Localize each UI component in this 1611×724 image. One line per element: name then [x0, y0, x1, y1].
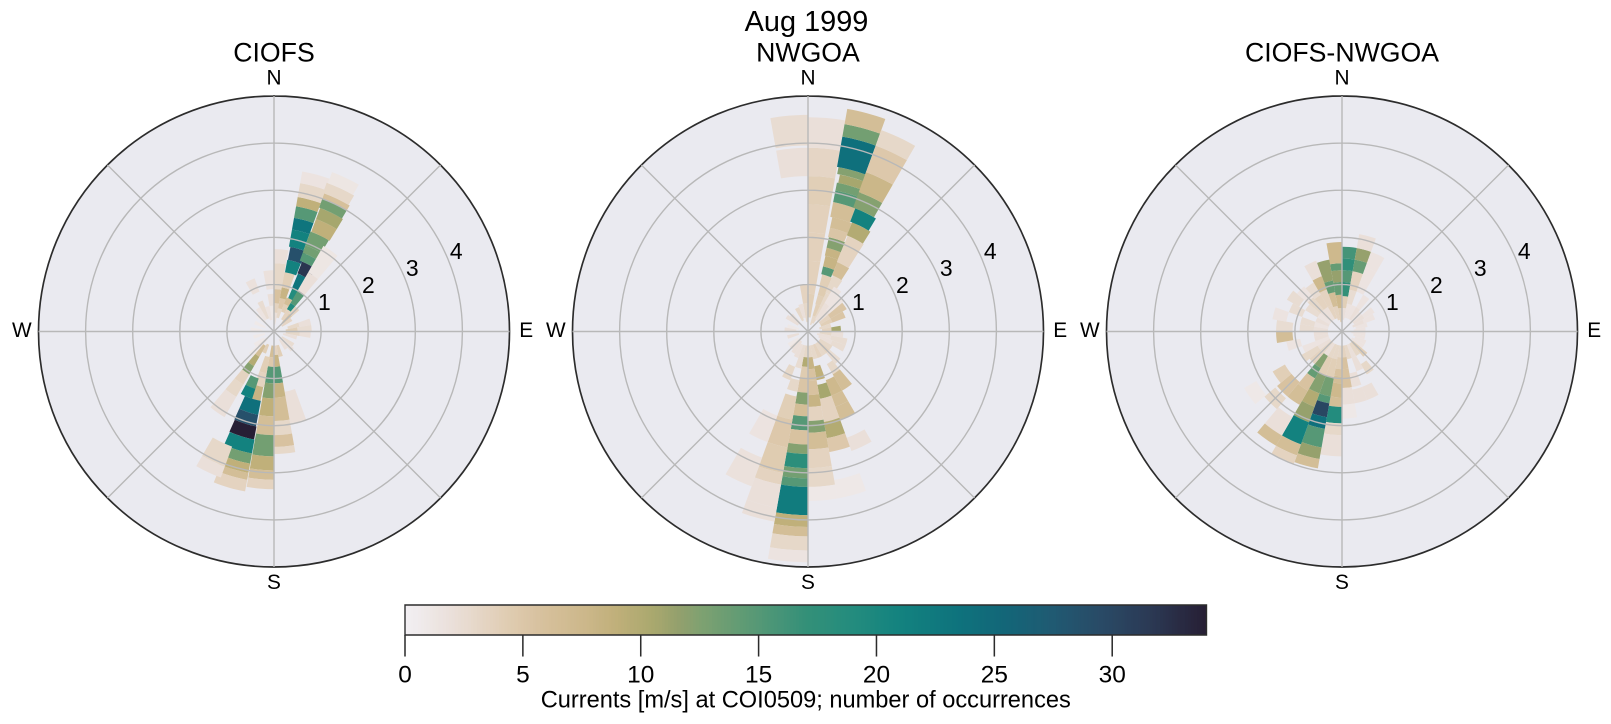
svg-text:5: 5 [516, 662, 530, 689]
svg-text:3: 3 [1474, 255, 1487, 281]
svg-text:25: 25 [981, 662, 1008, 689]
svg-text:4: 4 [984, 238, 997, 264]
svg-text:3: 3 [940, 255, 953, 281]
svg-text:2: 2 [362, 272, 375, 298]
svg-text:N: N [1334, 67, 1349, 90]
svg-text:S: S [1335, 571, 1349, 594]
svg-text:2: 2 [896, 272, 909, 298]
svg-text:N: N [266, 67, 281, 90]
svg-text:W: W [546, 319, 566, 342]
svg-text:1: 1 [1386, 289, 1399, 315]
svg-text:30: 30 [1099, 662, 1126, 689]
svg-text:W: W [12, 319, 32, 342]
svg-text:NWGOA: NWGOA [756, 37, 860, 67]
svg-text:10: 10 [627, 662, 654, 689]
svg-text:1: 1 [852, 289, 865, 315]
svg-text:Currents [m/s] at COI0509; num: Currents [m/s] at COI0509; number of occ… [541, 688, 1071, 714]
svg-text:CIOFS-NWGOA: CIOFS-NWGOA [1245, 37, 1439, 67]
svg-text:4: 4 [1518, 238, 1531, 264]
svg-text:20: 20 [863, 662, 890, 689]
svg-text:E: E [1587, 319, 1601, 342]
svg-text:3: 3 [406, 255, 419, 281]
svg-text:E: E [1053, 319, 1067, 342]
svg-text:N: N [800, 67, 815, 90]
svg-text:1: 1 [318, 289, 331, 315]
svg-text:Aug 1999: Aug 1999 [745, 6, 869, 38]
svg-text:2: 2 [1430, 272, 1443, 298]
svg-text:CIOFS: CIOFS [233, 37, 314, 67]
svg-text:0: 0 [398, 662, 412, 689]
svg-text:S: S [267, 571, 281, 594]
svg-text:E: E [519, 319, 533, 342]
svg-text:4: 4 [450, 238, 463, 264]
svg-text:S: S [801, 571, 815, 594]
svg-text:W: W [1080, 319, 1100, 342]
svg-text:15: 15 [745, 662, 772, 689]
